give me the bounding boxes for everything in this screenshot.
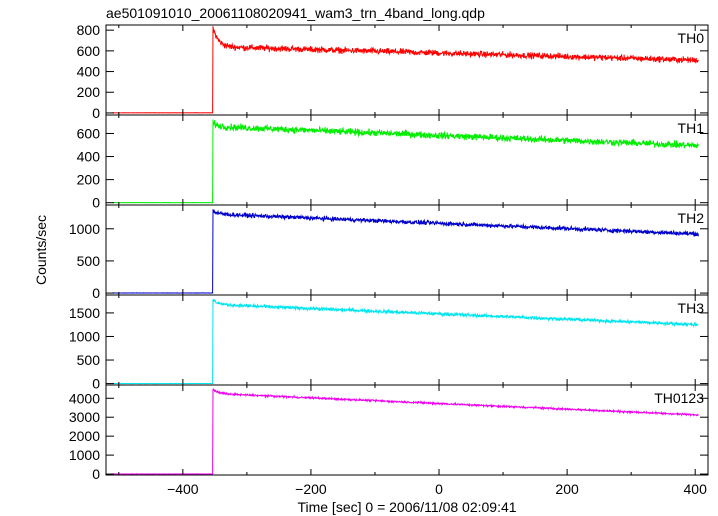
panel-frame <box>105 384 709 476</box>
y-tick-label: 600 <box>77 125 101 141</box>
y-tick-label: 200 <box>77 172 101 188</box>
panel-frame <box>105 114 709 206</box>
chart-title: ae501091010_20061108020941_wam3_trn_4ban… <box>106 5 485 21</box>
panel-name-th0: TH0 <box>678 30 705 46</box>
panel-th0123: 0 1000 2000 3000 4000 TH0123 <box>69 384 709 482</box>
x-tick-label: 400 <box>684 481 708 497</box>
panel-th1: 0 200 400 600 TH1 <box>77 114 709 211</box>
y-tick-label: 0 <box>92 466 100 482</box>
panels-group: 0 200 400 600 800 TH0 0 200 400 600 TH1 0 500 1000 TH2… <box>69 22 709 497</box>
y-tick-label: 1000 <box>69 221 100 237</box>
series-line-th0 <box>112 26 699 114</box>
panel-th0: 0 200 400 600 800 TH0 <box>77 22 709 121</box>
y-tick-label: 400 <box>77 64 101 80</box>
panel-th3: 0 500 1000 1500 TH3 <box>69 294 709 392</box>
series-line-th1 <box>112 119 699 204</box>
series-line-th2 <box>112 208 699 294</box>
y-tick-label: 4000 <box>69 390 100 406</box>
panel-name-th1: TH1 <box>678 120 705 136</box>
panel-th2: 0 500 1000 TH2 <box>69 204 709 301</box>
y-tick-label: 3000 <box>69 409 100 425</box>
x-tick-label: −200 <box>295 481 327 497</box>
x-tick-label: 200 <box>555 481 579 497</box>
y-tick-label: 1000 <box>69 447 100 463</box>
y-tick-label: 200 <box>77 84 101 100</box>
series-line-th0123 <box>112 387 699 475</box>
panel-name-th3: TH3 <box>678 300 705 316</box>
x-axis-label: Time [sec] 0 = 2006/11/08 02:09:41 <box>297 499 516 515</box>
x-tick-label: −400 <box>167 481 199 497</box>
panel-frame <box>105 294 709 386</box>
y-tick-label: 0 <box>92 376 100 392</box>
y-tick-label: 800 <box>77 22 101 38</box>
series-line-th3 <box>112 298 699 385</box>
y-tick-label: 400 <box>77 149 101 165</box>
y-tick-label: 0 <box>92 195 100 211</box>
panel-frame <box>105 204 709 296</box>
y-tick-label: 0 <box>92 105 100 121</box>
y-tick-label: 1500 <box>69 305 100 321</box>
y-tick-label: 1000 <box>69 328 100 344</box>
panel-frame <box>105 24 709 116</box>
y-tick-label: 600 <box>77 43 101 59</box>
y-tick-label: 500 <box>77 253 101 269</box>
panel-name-th2: TH2 <box>678 210 705 226</box>
panel-name-th0123: TH0123 <box>654 390 704 406</box>
x-tick-label: 0 <box>435 481 443 497</box>
y-tick-label: 2000 <box>69 428 100 444</box>
y-tick-label: 0 <box>92 285 100 301</box>
y-axis-label: Counts/sec <box>33 215 49 285</box>
y-tick-label: 500 <box>77 352 101 368</box>
